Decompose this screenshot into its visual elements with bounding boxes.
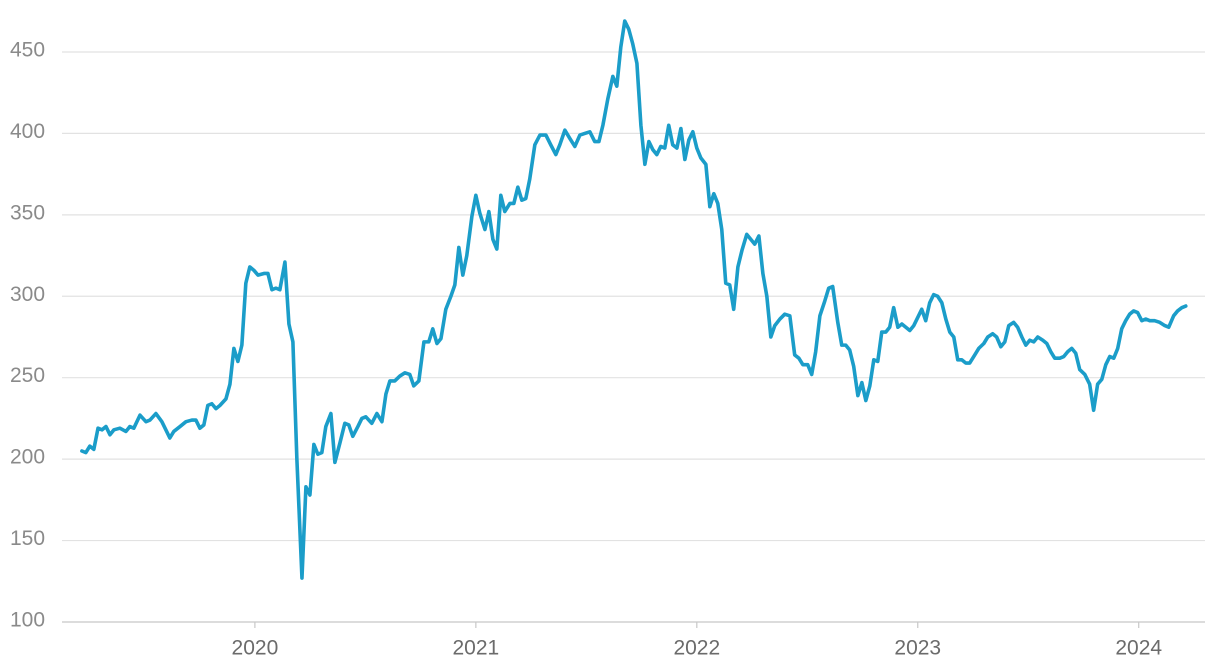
x-tick-label: 2024	[1115, 637, 1162, 660]
y-tick-label: 350	[10, 201, 45, 224]
y-tick-label: 150	[10, 527, 45, 550]
y-tick-label: 300	[10, 283, 45, 306]
y-tick-label: 400	[10, 120, 45, 143]
x-tick-label: 2023	[894, 637, 941, 660]
y-tick-label: 200	[10, 446, 45, 469]
y-tick-label: 250	[10, 364, 45, 387]
x-tick-label: 2021	[452, 637, 499, 660]
x-tick-label: 2020	[232, 637, 279, 660]
data-line	[80, 19, 1188, 580]
x-tick-label: 2022	[673, 637, 720, 660]
y-tick-label: 450	[10, 39, 45, 62]
y-tick-label: 100	[10, 609, 45, 632]
